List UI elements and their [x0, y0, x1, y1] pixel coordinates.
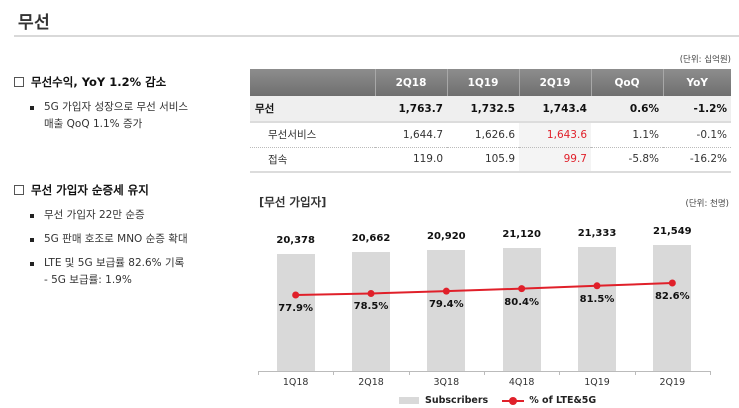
percent-value-label: 81.5%	[579, 293, 615, 305]
checkbox-square-icon	[14, 77, 24, 87]
chart-legend: Subscribers % of LTE&5G	[399, 395, 596, 406]
row-label: 접속	[250, 147, 375, 173]
legend-bar-swatch-icon	[399, 397, 419, 404]
legend-line-marker-icon	[502, 396, 525, 405]
square-bullet-icon	[30, 238, 34, 242]
bullet-item: LTE 및 5G 보급률 82.6% 기록 - 5G 보급률: 1.9%	[30, 255, 244, 289]
title-divider	[14, 35, 739, 37]
cell: 105.9	[447, 147, 519, 173]
chart-title: [무선 가입자]	[259, 195, 327, 209]
x-axis-tick	[333, 371, 335, 375]
cell: 1,626.6	[447, 122, 519, 148]
section-heading-text: 무선 가입자 순증세 유지	[31, 183, 149, 197]
bullet-text: LTE 및 5G 보급률 82.6% 기록 - 5G 보급률: 1.9%	[44, 257, 185, 286]
subscriber-bar	[653, 245, 692, 371]
line-point-marker-icon	[292, 291, 300, 299]
subscriber-bar	[352, 251, 390, 371]
percent-value-label: 82.6%	[654, 291, 690, 302]
section-wireless-revenue: 무선수익, YoY 1.2% 감소 5G 가입자 성장으로 무선 서비스 매출 …	[14, 74, 244, 133]
cell: 1,732.5	[447, 96, 519, 123]
bullet-item: 5G 판매 호조로 MNO 순증 확대	[30, 231, 244, 248]
line-point-marker-icon	[668, 279, 676, 287]
header-cell: YoY	[662, 69, 731, 96]
x-axis-label: 1Q19	[584, 377, 610, 388]
line-point-marker-icon	[593, 282, 601, 290]
x-axis-tick	[484, 371, 485, 375]
table-row: 접속 119.0 105.9 99.7 -5.8% -16.2%	[250, 147, 731, 173]
header-cell: 2Q19	[518, 69, 591, 96]
line-point-marker-icon	[367, 289, 375, 297]
header-cell	[250, 69, 375, 96]
cell: 1,763.7	[375, 96, 447, 123]
subscriber-bar	[427, 249, 466, 371]
x-axis-label: 2Q19	[659, 377, 686, 388]
revenue-table: 2Q18 1Q19 2Q19 QoQ YoY 무선 1,763.7 1,732.…	[250, 69, 731, 173]
checkbox-square-icon	[14, 185, 24, 195]
highlight-cell: 99.7	[519, 147, 591, 173]
subscriber-bar	[502, 248, 541, 371]
header-cell: QoQ	[590, 69, 663, 96]
x-axis	[258, 371, 710, 372]
x-axis-tick	[258, 371, 259, 375]
cell: -0.1%	[663, 122, 731, 148]
header-cell: 2Q18	[374, 69, 447, 96]
x-axis-tick	[408, 371, 410, 375]
cell: 119.0	[375, 147, 447, 173]
table-row: 무선서비스 1,644.7 1,626.6 1,643.6 1.1% -0.1%	[250, 122, 731, 148]
section-wireless-subscribers: 무선 가입자 순증세 유지 무선 가입자 22만 순증 5G 판매 호조로 MN…	[14, 182, 244, 289]
table-header-row: 2Q18 1Q19 2Q19 QoQ YoY	[250, 69, 731, 96]
bullet-text: 5G 가입자 성장으로 무선 서비스 매출 QoQ 1.1% 증가	[44, 101, 189, 130]
x-axis-label: 1Q18	[282, 377, 309, 388]
section-heading: 무선 가입자 순증세 유지	[14, 182, 244, 198]
bullet-item: 5G 가입자 성장으로 무선 서비스 매출 QoQ 1.1% 증가	[30, 99, 244, 133]
square-bullet-icon	[30, 214, 34, 218]
subscriber-bar	[578, 246, 616, 371]
highlight-cell: 1,643.6	[519, 122, 591, 148]
section-heading: 무선수익, YoY 1.2% 감소	[14, 74, 244, 90]
page-title: 무선	[18, 13, 51, 33]
cell: -16.2%	[663, 147, 731, 173]
summary-column: 무선수익, YoY 1.2% 감소 5G 가입자 성장으로 무선 서비스 매출 …	[14, 74, 244, 289]
cell: -5.8%	[591, 147, 663, 173]
bar-value-label: 21,549	[653, 226, 692, 237]
x-axis-tick	[710, 371, 711, 375]
subscriber-bar	[276, 254, 315, 371]
bar-value-label: 21,333	[577, 227, 617, 239]
cell: 1.1%	[591, 122, 663, 148]
x-axis-label: 4Q18	[508, 377, 535, 388]
x-axis-tick	[559, 371, 561, 375]
bar-value-label: 20,920	[427, 230, 466, 242]
bullet-text: 무선 가입자 22만 순증	[44, 209, 145, 221]
header-cell: 1Q19	[446, 69, 519, 96]
bar-value-label: 20,662	[351, 232, 391, 244]
row-label: 무선서비스	[250, 122, 375, 148]
highlight-cell: 1,743.4	[519, 96, 591, 123]
chart-unit-label: (단위: 천명)	[685, 199, 729, 209]
square-bullet-icon	[30, 106, 34, 110]
percent-value-label: 79.4%	[428, 299, 464, 311]
cell: 0.6%	[591, 96, 663, 123]
bar-value-label: 20,378	[276, 235, 315, 246]
bullet-text: 5G 판매 호조로 MNO 순증 확대	[44, 233, 188, 245]
table-unit-label: (단위: 십억원)	[679, 55, 731, 65]
row-label: 무선	[250, 96, 375, 123]
percent-value-label: 78.5%	[353, 301, 389, 313]
x-axis-label: 3Q18	[433, 377, 460, 388]
percent-value-label: 77.9%	[278, 303, 313, 314]
legend-bars-label: Subscribers	[425, 395, 489, 406]
line-point-marker-icon	[518, 285, 526, 293]
cell: 1,644.7	[375, 122, 447, 148]
percent-value-label: 80.4%	[504, 296, 539, 308]
section-heading-text: 무선수익, YoY 1.2% 감소	[31, 75, 167, 89]
x-axis-tick	[634, 371, 636, 375]
x-axis-label: 2Q18	[358, 377, 384, 388]
line-point-marker-icon	[442, 287, 450, 295]
square-bullet-icon	[30, 262, 34, 266]
bullet-item: 무선 가입자 22만 순증	[30, 207, 244, 224]
bar-value-label: 21,120	[502, 229, 541, 241]
cell: -1.2%	[663, 96, 731, 123]
legend-line-label: % of LTE&5G	[529, 395, 597, 406]
table-row: 무선 1,763.7 1,732.5 1,743.4 0.6% -1.2%	[250, 96, 731, 123]
